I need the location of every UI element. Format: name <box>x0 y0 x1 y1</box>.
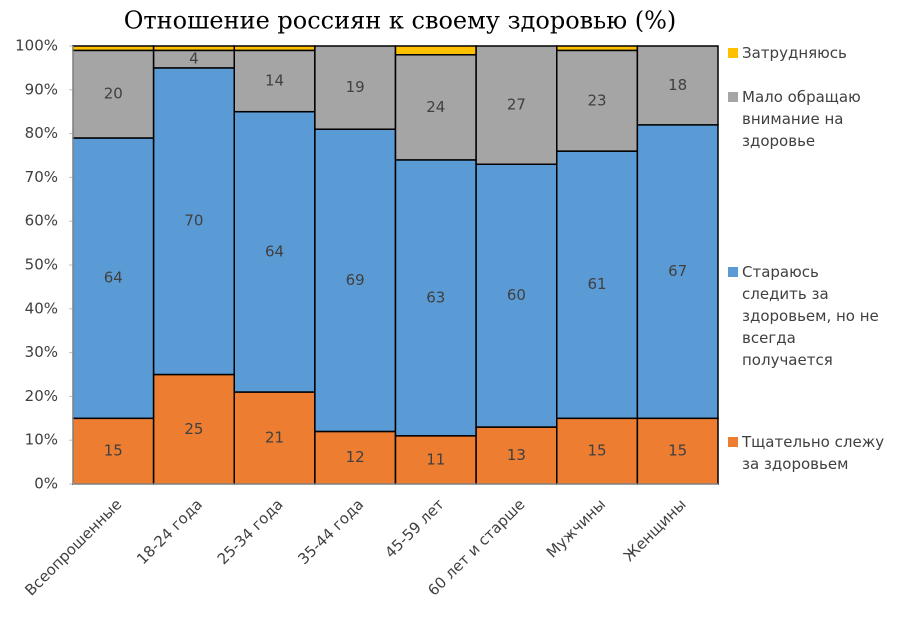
y-tick-label: 40% <box>25 299 58 317</box>
bar-segment <box>152 67 235 376</box>
y-tick-label: 0% <box>34 475 58 493</box>
bar-segment <box>233 391 316 485</box>
data-label: 4 <box>189 50 199 68</box>
data-label: 25 <box>184 420 203 438</box>
legend-label: Затрудняюсь <box>742 44 847 62</box>
x-tick-label: 45-59 лет <box>381 495 448 562</box>
data-label: 13 <box>507 446 526 464</box>
legend-swatch <box>728 437 738 447</box>
y-tick-label: 100% <box>15 37 58 55</box>
bar-segment <box>556 45 639 52</box>
data-label: 11 <box>426 450 445 468</box>
bar-segment <box>72 45 155 52</box>
y-tick-label: 80% <box>25 124 58 142</box>
bar-segment <box>475 163 558 428</box>
data-label: 64 <box>104 269 123 287</box>
legend-label: Мало обращаю внимание на здоровье <box>742 88 861 150</box>
y-tick-label: 30% <box>25 343 58 361</box>
bar-segment <box>394 45 477 56</box>
bar-segment <box>152 373 235 485</box>
legend-item: Тщательно слежу за здоровьем <box>728 431 888 475</box>
y-tick-label: 50% <box>25 256 58 274</box>
data-label: 70 <box>184 212 203 230</box>
bar-segment <box>233 45 316 52</box>
bar-segment <box>152 45 235 52</box>
data-label: 24 <box>426 98 445 116</box>
legend-item: Стараюсь следить за здоровьем, но не все… <box>728 261 888 371</box>
data-label: 21 <box>265 429 284 447</box>
legend-label: Стараюсь следить за здоровьем, но не все… <box>742 263 879 369</box>
legend-item: Мало обращаю внимание на здоровье <box>728 86 888 152</box>
data-label: 27 <box>507 96 526 114</box>
data-label: 15 <box>104 442 123 460</box>
legend-item: Затрудняюсь <box>728 42 888 64</box>
y-tick-label: 70% <box>25 168 58 186</box>
x-tick-label: Мужчины <box>543 495 609 561</box>
bar-segment <box>636 45 719 126</box>
bar-segment <box>636 124 719 420</box>
legend-label: Тщательно слежу за здоровьем <box>742 433 885 473</box>
legend-swatch <box>728 92 738 102</box>
legend-swatch <box>728 267 738 277</box>
x-tick-label: 35-44 года <box>294 495 367 568</box>
data-label: 15 <box>588 442 607 460</box>
x-tick-label: 25-34 года <box>214 495 287 568</box>
bar-segment <box>314 45 397 130</box>
data-label: 60 <box>507 286 526 304</box>
legend-swatch <box>728 48 738 58</box>
data-label: 63 <box>426 288 445 306</box>
x-tick-label: Женщины <box>620 495 690 565</box>
bar-segment <box>556 150 639 420</box>
x-tick-label: Всеопрошенные <box>21 495 125 599</box>
bar-segment <box>394 54 477 161</box>
y-tick-label: 10% <box>25 431 58 449</box>
data-label: 61 <box>588 275 607 293</box>
bar-segment <box>314 128 397 433</box>
data-label: 20 <box>104 85 123 103</box>
data-label: 64 <box>265 242 284 260</box>
data-label: 67 <box>668 262 687 280</box>
bar-segment <box>475 45 558 166</box>
data-label: 23 <box>588 91 607 109</box>
data-label: 15 <box>668 442 687 460</box>
chart-title: Отношение россиян к своему здоровью (%) <box>124 7 677 35</box>
data-label: 12 <box>346 448 365 466</box>
bar-segment <box>556 49 639 152</box>
x-tick-label: 18-24 года <box>133 495 206 568</box>
data-label: 14 <box>265 72 284 90</box>
data-label: 18 <box>668 76 687 94</box>
data-label: 69 <box>346 271 365 289</box>
y-tick-label: 60% <box>25 212 58 230</box>
bar-segment <box>394 435 477 485</box>
y-tick-label: 90% <box>25 80 58 98</box>
y-tick-label: 20% <box>25 387 58 405</box>
bar-segment <box>636 417 719 485</box>
data-label: 19 <box>346 78 365 96</box>
